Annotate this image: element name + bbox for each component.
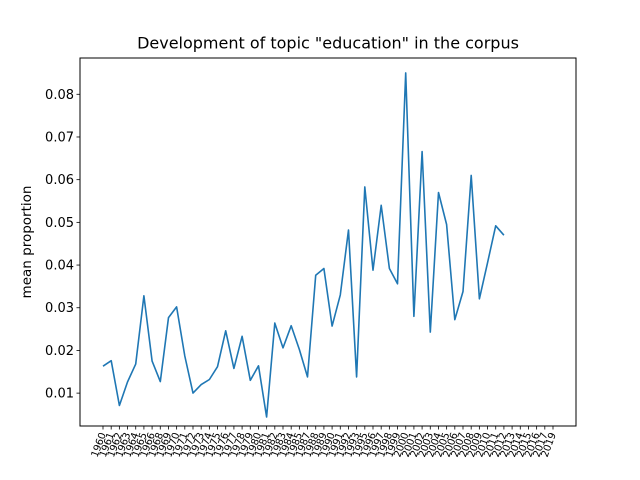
y-tick-label: 0.04 xyxy=(45,259,74,274)
y-tick-label: 0.05 xyxy=(45,216,74,231)
series-line-education xyxy=(102,72,505,418)
y-tick-label: 0.08 xyxy=(45,88,74,103)
y-tick-label: 0.02 xyxy=(45,344,74,359)
y-tick-label: 0.07 xyxy=(45,130,74,145)
chart-title: Development of topic "education" in the … xyxy=(137,34,519,53)
y-tick-label: 0.03 xyxy=(45,301,74,316)
y-tick-label: 0.06 xyxy=(45,173,74,188)
axes-frame xyxy=(79,57,577,427)
y-tick-label: 0.01 xyxy=(45,387,74,402)
y-axis-label: mean proportion xyxy=(19,186,35,299)
